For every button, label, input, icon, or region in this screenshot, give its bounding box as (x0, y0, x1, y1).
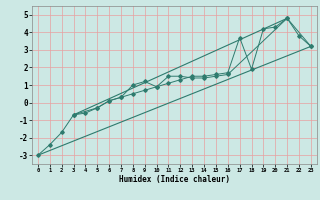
X-axis label: Humidex (Indice chaleur): Humidex (Indice chaleur) (119, 175, 230, 184)
